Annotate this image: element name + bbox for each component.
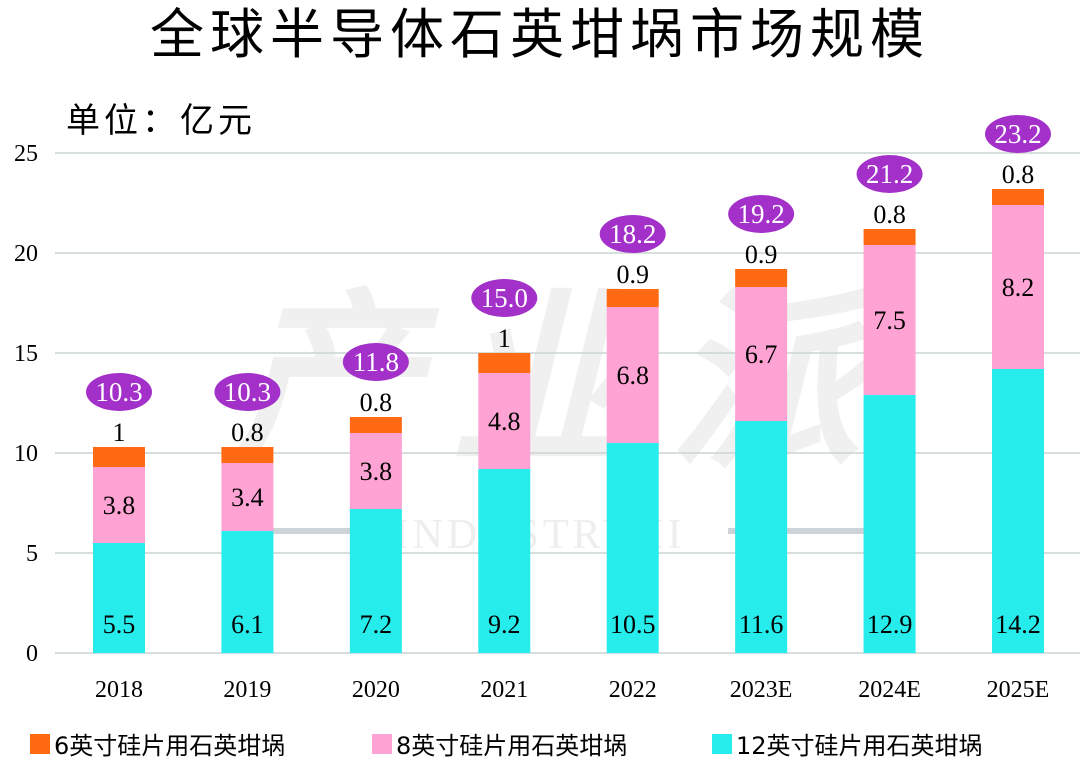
x-tick-label-2018: 2018 xyxy=(95,677,143,703)
total-bubble-2023E xyxy=(728,195,795,233)
stacked-bar-chart: 产业派 INDUSTRY II 0 5 10 15 20 25 5.5 3.8 1 10.3 6.… xyxy=(14,115,1080,703)
data-label-6inch-2024E: 0.8 xyxy=(873,200,906,229)
x-tick-label-2021: 2021 xyxy=(480,677,528,703)
total-bubble-2020 xyxy=(342,343,409,381)
bar-6inch-2018 xyxy=(93,447,145,467)
data-label-8inch-2019: 3.4 xyxy=(231,483,264,512)
legend: 6英寸硅片用石英坩埚 8英寸硅片用石英坩埚 12英寸硅片用石英坩埚 xyxy=(0,726,1080,760)
total-label-2019: 10.3 xyxy=(224,377,271,407)
total-bubble-2018 xyxy=(86,373,152,411)
bar-12inch-2020 xyxy=(349,509,402,653)
bar-8inch-2022 xyxy=(606,307,659,443)
bar-12inch-2021 xyxy=(478,469,531,653)
data-label-8inch-2024E: 7.5 xyxy=(873,306,906,335)
bar-6inch-2023E xyxy=(735,269,788,287)
data-label-8inch-2021: 4.8 xyxy=(488,407,521,436)
data-label-8inch-2018: 3.8 xyxy=(103,491,136,520)
watermark-text: 产业派 xyxy=(230,272,890,493)
unit-label: 单位：亿元 xyxy=(66,101,256,141)
bar-6inch-2022 xyxy=(606,289,659,307)
data-label-12inch-2018: 5.5 xyxy=(103,610,136,639)
x-tick-label-2023E: 2023E xyxy=(730,677,793,703)
total-bubble-2024E xyxy=(856,155,923,193)
y-tick-label-1: 5 xyxy=(26,541,38,567)
bar-12inch-2019 xyxy=(221,531,274,653)
bar-6inch-2020 xyxy=(349,417,402,433)
watermark-bar-left xyxy=(225,528,365,534)
bar-12inch-2025E xyxy=(992,369,1044,653)
bar-12inch-2023E xyxy=(735,421,788,653)
y-tick-label-3: 15 xyxy=(14,341,38,367)
bar-8inch-2021 xyxy=(478,373,531,469)
data-label-12inch-2023E: 11.6 xyxy=(739,610,784,639)
bar-8inch-2018 xyxy=(93,467,145,543)
data-label-6inch-2020: 0.8 xyxy=(360,388,393,417)
data-label-12inch-2024E: 12.9 xyxy=(867,610,913,639)
total-bubble-2022 xyxy=(599,215,666,253)
y-tick-label-5: 25 xyxy=(14,141,38,167)
bar-12inch-2022 xyxy=(606,443,659,653)
x-tick-label-2019: 2019 xyxy=(223,677,271,703)
x-tick-label-2025E: 2025E xyxy=(987,677,1050,703)
data-label-12inch-2019: 6.1 xyxy=(231,610,264,639)
bars: 5.5 3.8 1 10.3 6.1 3.4 0.8 10.3 7.2 3.8 0.8 11.8 9.2… xyxy=(86,115,1051,653)
data-label-6inch-2019: 0.8 xyxy=(231,418,264,447)
legend-item-12inch: 12英寸硅片用石英坩埚 xyxy=(712,726,983,761)
x-tick-label-2022: 2022 xyxy=(609,677,657,703)
bar-6inch-2021 xyxy=(478,353,531,373)
total-bubble-2025E xyxy=(985,115,1051,153)
total-label-2018: 10.3 xyxy=(95,377,142,407)
y-tick-label-4: 20 xyxy=(14,241,38,267)
total-bubble-2021 xyxy=(471,279,538,317)
legend-swatch-8inch xyxy=(372,733,392,754)
legend-swatch-12inch xyxy=(712,733,732,754)
total-label-2022: 18.2 xyxy=(609,219,656,249)
bar-8inch-2025E xyxy=(992,205,1044,369)
total-label-2025E: 23.2 xyxy=(994,119,1041,149)
data-label-6inch-2023E: 0.9 xyxy=(745,240,778,269)
data-label-12inch-2025E: 14.2 xyxy=(995,610,1041,639)
legend-item-6inch: 6英寸硅片用石英坩埚 xyxy=(30,726,285,761)
bar-12inch-2024E xyxy=(863,395,916,653)
total-label-2024E: 21.2 xyxy=(866,159,913,189)
y-tick-label-0: 0 xyxy=(26,641,38,667)
legend-label-8inch: 8英寸硅片用石英坩埚 xyxy=(396,732,628,760)
data-label-6inch-2025E: 0.8 xyxy=(1002,160,1035,189)
total-bubble-2019 xyxy=(214,373,281,411)
bar-6inch-2019 xyxy=(221,447,274,463)
x-tick-label-2020: 2020 xyxy=(352,677,400,703)
data-label-6inch-2022: 0.9 xyxy=(616,260,649,289)
legend-swatch-6inch xyxy=(30,733,50,754)
y-axis-ticks: 0 5 10 15 20 25 xyxy=(14,141,38,667)
total-label-2020: 11.8 xyxy=(353,347,399,377)
data-label-6inch-2018: 1 xyxy=(113,418,126,447)
chart-title: 全球半导体石英坩埚市场规模 xyxy=(150,3,930,66)
watermark: 产业派 INDUSTRY II xyxy=(225,272,890,558)
bar-8inch-2019 xyxy=(221,463,274,531)
x-axis-ticks: 2018 2019 2020 2021 2022 2023E 2024E 2025E xyxy=(95,677,1049,703)
legend-label-12inch: 12英寸硅片用石英坩埚 xyxy=(736,732,983,760)
data-label-12inch-2020: 7.2 xyxy=(360,610,393,639)
watermark-bar-right xyxy=(728,528,868,534)
bar-12inch-2018 xyxy=(93,543,145,653)
bar-6inch-2024E xyxy=(863,229,916,245)
bar-8inch-2020 xyxy=(349,433,402,509)
legend-label-6inch: 6英寸硅片用石英坩埚 xyxy=(54,732,286,760)
bar-6inch-2025E xyxy=(992,189,1044,205)
data-label-8inch-2025E: 8.2 xyxy=(1002,273,1035,302)
total-label-2023E: 19.2 xyxy=(738,199,785,229)
legend-item-8inch: 8英寸硅片用石英坩埚 xyxy=(372,726,627,761)
total-label-2021: 15.0 xyxy=(481,283,528,313)
data-label-8inch-2023E: 6.7 xyxy=(745,340,778,369)
data-label-12inch-2021: 9.2 xyxy=(488,610,521,639)
bar-8inch-2024E xyxy=(863,245,916,395)
data-label-12inch-2022: 10.5 xyxy=(610,610,656,639)
y-tick-label-2: 10 xyxy=(14,441,38,467)
data-label-8inch-2022: 6.8 xyxy=(616,361,649,390)
data-label-8inch-2020: 3.8 xyxy=(360,457,393,486)
data-label-6inch-2021: 1 xyxy=(498,324,511,353)
x-tick-label-2024E: 2024E xyxy=(858,677,921,703)
bar-8inch-2023E xyxy=(735,287,788,421)
